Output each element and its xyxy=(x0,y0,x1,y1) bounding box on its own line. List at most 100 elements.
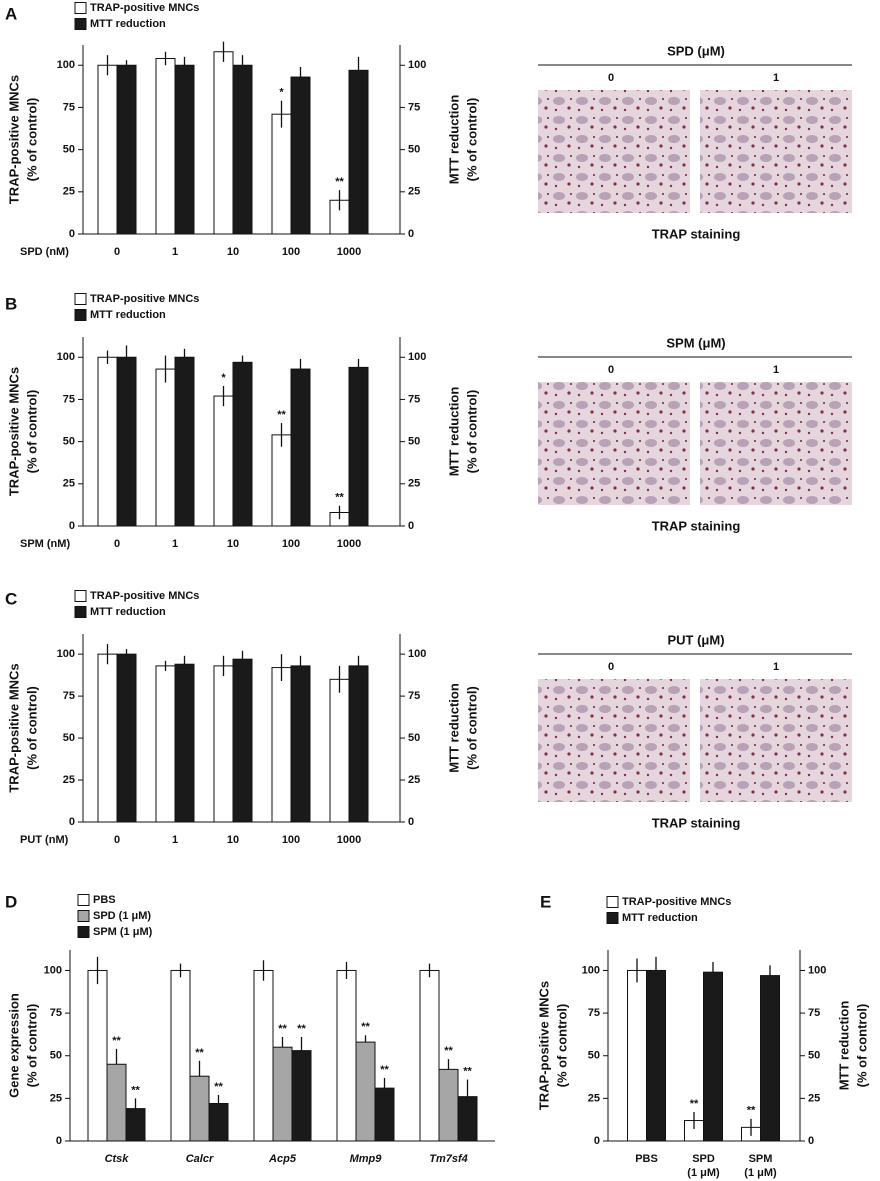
panel-letter: A xyxy=(5,4,17,23)
legend-swatch xyxy=(74,2,87,14)
bar xyxy=(291,1050,312,1142)
bar xyxy=(97,653,118,823)
significance-mark: ** xyxy=(277,409,286,421)
x-tick-sublabel: (1 μM) xyxy=(744,1167,777,1179)
bar xyxy=(125,1108,146,1142)
x-tick-label: Ctsk xyxy=(105,1153,130,1165)
y2-tick-label: 25 xyxy=(408,478,420,490)
bar xyxy=(116,64,137,235)
y-tick-label: 25 xyxy=(63,186,75,198)
legend-label: TRAP-positive MNCs xyxy=(90,590,199,602)
y2-tick-label: 25 xyxy=(408,186,420,198)
y-tick-label: 25 xyxy=(63,774,75,786)
x-tick-label: 1 xyxy=(172,834,178,846)
y-tick-label: 75 xyxy=(63,690,75,702)
significance-mark: ** xyxy=(278,1023,287,1035)
y-tick-label: 25 xyxy=(588,1092,600,1104)
significance-mark: ** xyxy=(380,1064,389,1076)
bar xyxy=(208,1102,229,1142)
micrograph-image xyxy=(538,382,690,505)
y-tick-label: 0 xyxy=(69,228,75,240)
x-tick-label: Tm7sf4 xyxy=(429,1153,468,1165)
y-tick-label: 100 xyxy=(57,351,75,363)
micrograph-label: 0 xyxy=(608,661,614,673)
legend-label: MTT reduction xyxy=(622,912,698,924)
bar xyxy=(290,368,311,527)
y-tick-label: 75 xyxy=(63,393,75,405)
micrograph-caption: TRAP staining xyxy=(652,518,741,533)
y-tick-label: 100 xyxy=(44,964,62,976)
significance-mark: ** xyxy=(195,1047,204,1059)
bar xyxy=(329,678,350,823)
significance-mark: ** xyxy=(463,1066,472,1078)
bar xyxy=(374,1087,395,1142)
bar xyxy=(232,64,253,235)
y2-axis-label: (% of control) xyxy=(464,686,479,770)
bar xyxy=(155,58,176,235)
micrograph-label: 0 xyxy=(608,72,614,84)
significance-mark: ** xyxy=(131,1084,140,1096)
micrograph-label: 1 xyxy=(773,364,779,376)
bar xyxy=(106,1063,127,1142)
bar xyxy=(213,51,234,235)
x-tick-label: 100 xyxy=(282,538,300,550)
significance-mark: ** xyxy=(747,1105,756,1117)
x-tick-label: 1 xyxy=(172,246,178,258)
bar xyxy=(174,64,195,235)
legend-label: TRAP-positive MNCs xyxy=(622,896,731,908)
panel-letter: D xyxy=(5,892,17,911)
y-tick-label: 25 xyxy=(50,1092,62,1104)
bar xyxy=(232,361,253,527)
y2-axis-label: MTT reduction xyxy=(446,387,461,477)
y2-tick-label: 100 xyxy=(808,964,826,976)
bar xyxy=(627,969,647,1142)
y2-tick-label: 25 xyxy=(408,774,420,786)
x-tick-label: Mmp9 xyxy=(350,1153,383,1165)
y-axis-label: Gene expression xyxy=(6,993,21,1098)
y2-tick-label: 25 xyxy=(808,1092,820,1104)
bar xyxy=(189,1075,210,1142)
bar xyxy=(355,1041,376,1142)
micrograph-image xyxy=(700,90,852,213)
y2-axis-label: (% of control) xyxy=(464,98,479,182)
panel-letter: B xyxy=(5,294,17,313)
x-tick-label: SPM xyxy=(749,1153,773,1165)
bar xyxy=(457,1096,478,1142)
bar xyxy=(419,969,440,1142)
x-tick-label: PBS xyxy=(635,1153,658,1165)
legend-label: MTT reduction xyxy=(90,309,166,321)
legend-swatch xyxy=(74,18,87,30)
x-tick-label: 1000 xyxy=(337,538,361,550)
legend-swatch xyxy=(74,309,87,321)
x-tick-label: 1000 xyxy=(337,834,361,846)
bar xyxy=(348,366,369,527)
x-axis-label: SPD (nM) xyxy=(20,246,69,258)
y-axis-label: (% of control) xyxy=(24,686,39,770)
x-tick-label: SPD xyxy=(692,1153,715,1165)
bar xyxy=(329,512,350,527)
bar xyxy=(174,356,195,527)
y-tick-label: 75 xyxy=(63,101,75,113)
bar xyxy=(336,969,357,1142)
significance-mark: ** xyxy=(214,1081,223,1093)
legend-label: TRAP-positive MNCs xyxy=(90,2,199,14)
y-tick-label: 75 xyxy=(588,1007,600,1019)
bar xyxy=(174,663,195,823)
bar xyxy=(272,1046,293,1142)
x-axis-label: PUT (nM) xyxy=(20,834,69,846)
y-axis-label: (% of control) xyxy=(24,98,39,182)
significance-mark: * xyxy=(221,372,226,384)
bar xyxy=(213,395,234,527)
legend-swatch xyxy=(77,926,90,938)
y-tick-label: 0 xyxy=(594,1135,600,1147)
significance-mark: ** xyxy=(297,1023,306,1035)
y2-tick-label: 0 xyxy=(408,520,414,532)
y-tick-label: 50 xyxy=(63,436,75,448)
y2-tick-label: 75 xyxy=(408,393,420,405)
y-tick-label: 0 xyxy=(56,1135,62,1147)
micrograph-image xyxy=(538,90,690,213)
bar xyxy=(703,971,723,1142)
y2-tick-label: 100 xyxy=(408,351,426,363)
bar xyxy=(155,368,176,527)
y-tick-label: 100 xyxy=(582,964,600,976)
